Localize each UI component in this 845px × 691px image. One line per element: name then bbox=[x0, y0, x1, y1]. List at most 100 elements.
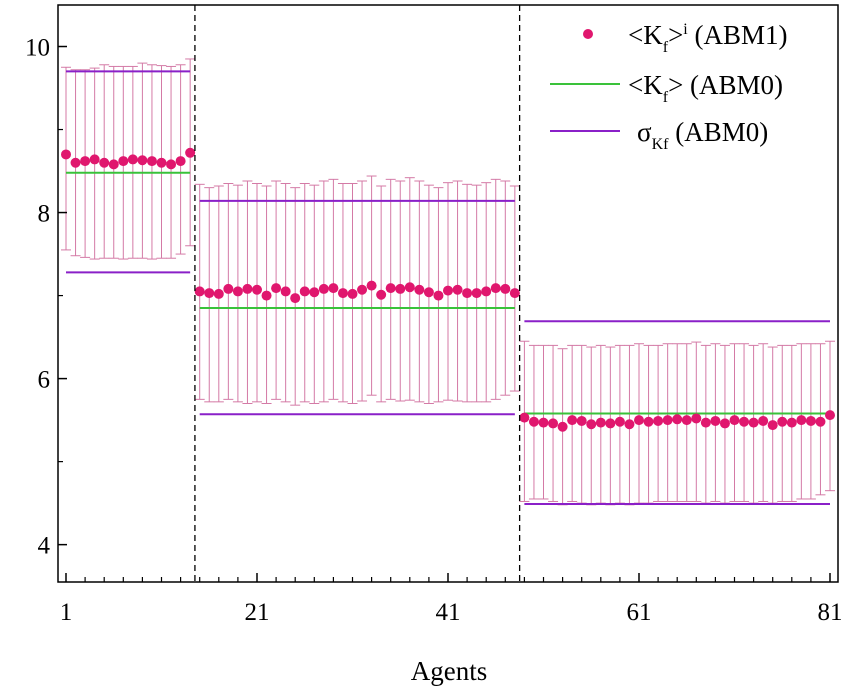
y-tick-label: 10 bbox=[25, 35, 50, 62]
data-point bbox=[252, 285, 262, 295]
data-point bbox=[300, 286, 310, 296]
data-point bbox=[424, 287, 434, 297]
data-point bbox=[462, 288, 472, 298]
data-point bbox=[644, 417, 654, 427]
data-point bbox=[500, 284, 510, 294]
data-point bbox=[624, 419, 634, 429]
data-point bbox=[338, 288, 348, 298]
data-point bbox=[586, 419, 596, 429]
data-point bbox=[386, 283, 396, 293]
data-point bbox=[758, 416, 768, 426]
data-point bbox=[768, 420, 778, 430]
x-tick-label: 1 bbox=[60, 599, 73, 626]
data-point bbox=[663, 415, 673, 425]
legend-label-sigma: σKf (ABM0) bbox=[637, 117, 768, 153]
legend-label-points: <Kf>i (ABM1) bbox=[628, 20, 788, 56]
data-point bbox=[691, 413, 701, 423]
y-tick-label: 8 bbox=[38, 201, 51, 228]
data-point bbox=[682, 415, 692, 425]
data-point bbox=[137, 155, 147, 165]
x-tick-label: 61 bbox=[627, 599, 652, 626]
data-point bbox=[118, 156, 128, 166]
data-point bbox=[548, 418, 558, 428]
data-point bbox=[787, 418, 797, 428]
data-point bbox=[309, 287, 319, 297]
data-point bbox=[223, 284, 233, 294]
data-point bbox=[80, 156, 90, 166]
legend-text-part: (ABM0) bbox=[683, 70, 783, 100]
data-point bbox=[376, 290, 386, 300]
x-tick-label: 81 bbox=[818, 599, 843, 626]
data-point bbox=[567, 415, 577, 425]
data-point bbox=[443, 286, 453, 296]
data-point bbox=[481, 286, 491, 296]
legend: <Kf>i (ABM1) <Kf> (ABM0) σKf (ABM0) bbox=[550, 20, 788, 153]
data-point bbox=[672, 414, 682, 424]
data-point bbox=[185, 148, 195, 158]
legend-label-mean: <Kf> (ABM0) bbox=[628, 70, 783, 106]
data-point bbox=[730, 415, 740, 425]
data-point bbox=[558, 422, 568, 432]
data-point bbox=[825, 410, 835, 420]
data-point bbox=[491, 283, 501, 293]
data-point bbox=[519, 413, 529, 423]
data-point bbox=[357, 285, 367, 295]
data-point bbox=[472, 288, 482, 298]
data-point bbox=[529, 417, 539, 427]
data-point bbox=[433, 291, 443, 301]
y-tick-label: 4 bbox=[38, 533, 51, 560]
data-point bbox=[195, 286, 205, 296]
x-axis-title: Agents bbox=[411, 656, 488, 686]
data-point bbox=[453, 285, 463, 295]
data-point bbox=[147, 156, 157, 166]
data-point bbox=[395, 284, 405, 294]
data-point bbox=[414, 285, 424, 295]
data-point bbox=[510, 288, 520, 298]
legend-text-part: <K bbox=[628, 70, 663, 100]
data-point bbox=[242, 284, 252, 294]
legend-text-part: Kf bbox=[652, 136, 670, 153]
data-point bbox=[739, 417, 749, 427]
data-point bbox=[71, 158, 81, 168]
legend-text-part: (ABM1) bbox=[688, 20, 788, 50]
data-point bbox=[596, 418, 606, 428]
data-point bbox=[290, 293, 300, 303]
data-point bbox=[701, 418, 711, 428]
data-point bbox=[271, 283, 281, 293]
data-point bbox=[204, 288, 214, 298]
data-point bbox=[749, 418, 759, 428]
data-point bbox=[109, 159, 119, 169]
data-point bbox=[777, 417, 787, 427]
data-point bbox=[328, 283, 338, 293]
data-point bbox=[605, 418, 615, 428]
data-point bbox=[166, 159, 176, 169]
data-point bbox=[796, 415, 806, 425]
data-point bbox=[90, 154, 100, 164]
data-point bbox=[157, 158, 167, 168]
data-point bbox=[367, 281, 377, 291]
data-point bbox=[653, 416, 663, 426]
legend-text-part: <K bbox=[628, 20, 663, 50]
data-point bbox=[262, 291, 272, 301]
data-point bbox=[720, 418, 730, 428]
data-point bbox=[348, 289, 358, 299]
data-point bbox=[405, 282, 415, 292]
y-tick-label: 6 bbox=[38, 367, 51, 394]
data-point bbox=[577, 416, 587, 426]
data-point bbox=[233, 286, 243, 296]
data-point bbox=[176, 156, 186, 166]
data-point bbox=[710, 416, 720, 426]
x-tick-label: 41 bbox=[436, 599, 461, 626]
legend-text-part: > bbox=[668, 20, 683, 50]
legend-text-part: > bbox=[668, 70, 683, 100]
data-point bbox=[128, 154, 138, 164]
data-point bbox=[539, 418, 549, 428]
data-point bbox=[815, 417, 825, 427]
legend-swatch-points bbox=[583, 29, 593, 39]
data-point bbox=[806, 416, 816, 426]
legend-text-part: σ bbox=[637, 117, 652, 147]
data-point bbox=[634, 415, 644, 425]
data-point bbox=[615, 417, 625, 427]
data-point bbox=[319, 284, 329, 294]
